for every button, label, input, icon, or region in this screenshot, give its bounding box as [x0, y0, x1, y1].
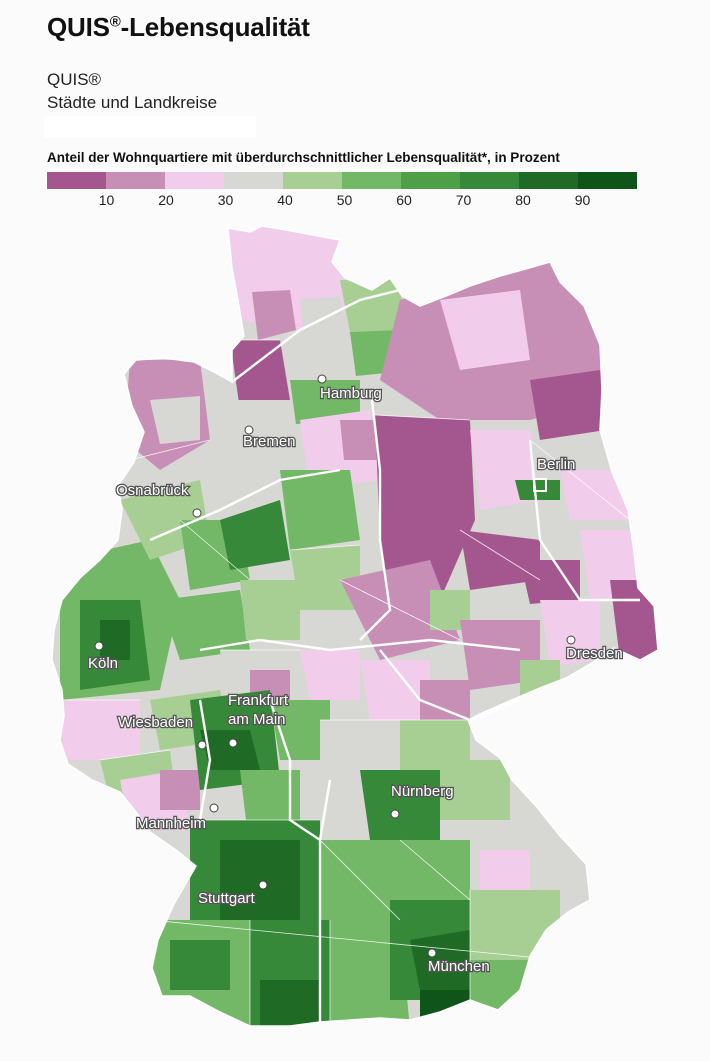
legend-swatch [47, 172, 106, 189]
city-label: Köln [88, 655, 118, 672]
legend-title: Anteil der Wohnquartiere mit überdurchsc… [47, 150, 560, 165]
legend-swatch [106, 172, 165, 189]
legend-tick-label: 60 [396, 192, 412, 208]
city-dot-icon [390, 809, 400, 819]
city-dot-icon [197, 740, 207, 750]
legend-swatch [519, 172, 578, 189]
district-borders [60, 339, 631, 1026]
legend-swatch [342, 172, 401, 189]
city-dot-icon [244, 425, 254, 435]
city-dot-icon [192, 508, 202, 518]
subtitle: QUIS® Städte und Landkreise [47, 68, 217, 114]
city-label: Stuttgart [198, 890, 256, 907]
city-label: Hamburg [320, 385, 382, 402]
city-dot-icon [94, 641, 104, 651]
city-label: Wiesbaden [118, 714, 193, 731]
legend-tick-label: 10 [98, 192, 115, 208]
legend-tick-label: 20 [158, 192, 174, 208]
city-label: Nürnberg [391, 783, 454, 800]
legend-swatch [578, 172, 637, 189]
city-dot-icon [427, 948, 437, 958]
city-dot-icon [258, 880, 268, 890]
city-markers: Hamburg Bremen Berlin Osnabrück Köln Dresden W… [87, 374, 624, 976]
germany-choropleth-map[interactable]: Hamburg Bremen Berlin Osnabrück Köln Dresden W… [0, 210, 710, 1061]
city-label: Osnabrück [116, 482, 189, 499]
city-label: München [428, 958, 490, 975]
city-dot-icon [209, 803, 219, 813]
legend-color-scale [47, 172, 637, 189]
city-label: Bremen [243, 433, 296, 450]
subtitle-brand: QUIS® [47, 70, 102, 89]
legend-tick-labels: 10 20 30 40 50 60 70 80 90 [47, 190, 642, 210]
district-regions [52, 226, 658, 1026]
city-label: Dresden [566, 645, 623, 662]
legend-tick-label: 40 [277, 192, 293, 208]
state-borders [149, 288, 640, 1022]
subtitle-scope: Städte und Landkreise [47, 93, 218, 112]
city-dot-icon [566, 635, 576, 645]
legend-tick-label: 30 [217, 192, 234, 208]
legend-swatch [401, 172, 460, 189]
city-dot-icon [317, 374, 327, 384]
city-dot-icon [228, 738, 238, 748]
city-label: Frankfurt [228, 692, 289, 709]
city-label: am Main [228, 711, 286, 728]
legend-swatch [460, 172, 519, 189]
legend-swatch [283, 172, 342, 189]
city-label: Berlin [537, 456, 575, 473]
city-label: Mannheim [136, 815, 206, 832]
legend-tick-label: 70 [455, 192, 472, 208]
legend-tick-label: 80 [515, 192, 531, 208]
legend-swatch [165, 172, 224, 189]
legend-tick-label: 50 [336, 192, 353, 208]
page-title: QUIS®-Lebensqualität [47, 12, 310, 42]
city-square-icon [533, 478, 547, 492]
legend-swatch [224, 172, 283, 189]
white-band [44, 116, 256, 138]
legend-tick-label: 90 [574, 192, 591, 208]
